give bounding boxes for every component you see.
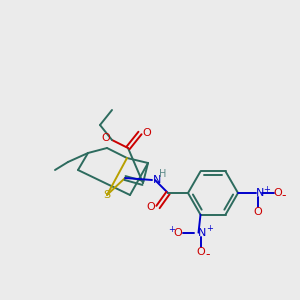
Text: N: N (198, 228, 207, 238)
Text: O: O (254, 207, 262, 217)
Text: +: + (206, 224, 213, 233)
Text: O: O (274, 188, 282, 198)
Text: S: S (103, 190, 111, 200)
Text: H: H (159, 169, 167, 179)
Text: +: + (264, 184, 270, 194)
Text: O: O (173, 228, 182, 238)
Text: N: N (256, 188, 264, 198)
Text: N: N (153, 175, 161, 185)
Text: O: O (147, 202, 155, 212)
Text: O: O (102, 133, 110, 143)
Text: -: - (282, 190, 286, 202)
Text: O: O (196, 247, 205, 257)
Text: O: O (142, 128, 152, 138)
Text: +: + (168, 225, 175, 234)
Text: -: - (205, 248, 210, 261)
